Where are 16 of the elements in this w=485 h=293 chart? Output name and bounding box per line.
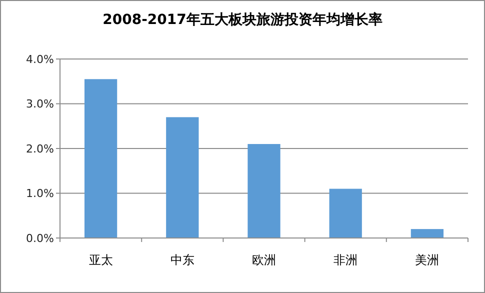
bar [84, 79, 118, 238]
x-tick-label: 欧洲 [252, 253, 276, 267]
y-tick-label: 4.0% [26, 52, 54, 66]
x-tick-label: 非洲 [334, 253, 358, 267]
bar [410, 229, 444, 238]
y-tick-label: 3.0% [26, 98, 54, 111]
bar [166, 117, 199, 238]
y-tick-label: 1.0% [26, 187, 54, 200]
chart-title: 2008-2017年五大板块旅游投资年均增长率 [102, 11, 382, 28]
x-tick-label: 中东 [170, 253, 194, 267]
bar [329, 188, 362, 238]
bar [248, 144, 280, 238]
y-tick-label: 0.0% [26, 232, 54, 245]
x-tick-label: 美洲 [415, 253, 440, 267]
y-tick-label: 2.0% [26, 142, 54, 156]
x-tick-label: 亚太 [88, 253, 113, 267]
